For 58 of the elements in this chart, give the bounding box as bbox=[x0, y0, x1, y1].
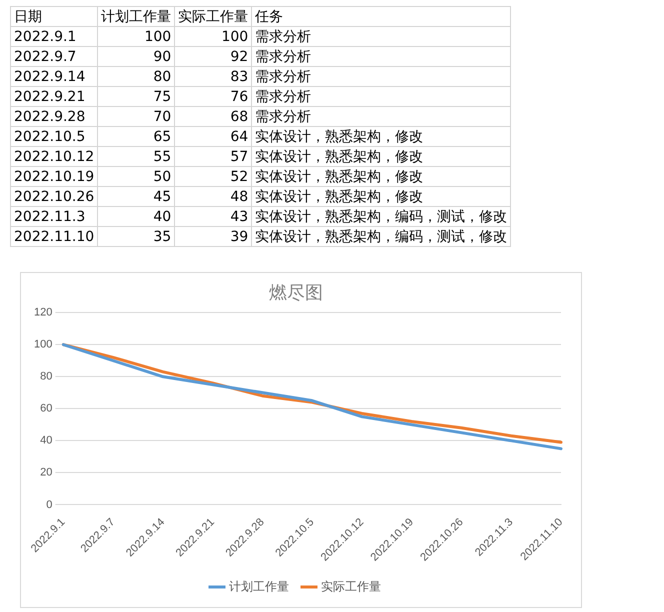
chart-title: 燃尽图 bbox=[269, 282, 323, 304]
text: 45 bbox=[98, 186, 175, 206]
text: 实体设计，熟悉架构，编码，测试，修改 bbox=[252, 206, 511, 226]
y-tick-label: 40 bbox=[40, 434, 52, 447]
y-tick-label: 60 bbox=[40, 402, 52, 415]
text: 日期 bbox=[10, 6, 98, 26]
text: 75 bbox=[98, 86, 175, 106]
text: 40 bbox=[98, 206, 175, 226]
text: 2022.9.28 bbox=[10, 106, 98, 126]
legend-label: 计划工作量 bbox=[229, 579, 289, 594]
text: 实际工作量 bbox=[174, 6, 252, 26]
text: 需求分析 bbox=[252, 106, 511, 126]
text: 需求分析 bbox=[252, 46, 511, 66]
text: 100 bbox=[98, 26, 175, 46]
text: 实体设计，熟悉架构，编码，测试，修改 bbox=[252, 226, 511, 246]
text: 55 bbox=[98, 146, 175, 166]
text: 90 bbox=[98, 46, 175, 66]
text: 2022.9.21 bbox=[10, 86, 98, 106]
y-tick-label: 120 bbox=[34, 306, 52, 319]
text: 2022.10.19 bbox=[10, 166, 98, 186]
text: 需求分析 bbox=[252, 66, 511, 86]
text: 2022.9.1 bbox=[10, 26, 98, 46]
text: 2022.10.12 bbox=[10, 146, 98, 166]
legend-label: 实际工作量 bbox=[321, 579, 381, 594]
text: 76 bbox=[174, 86, 252, 106]
text: 实体设计，熟悉架构，修改 bbox=[252, 126, 511, 146]
text: 83 bbox=[174, 66, 252, 86]
text: 计划工作量 bbox=[98, 6, 175, 26]
text: 需求分析 bbox=[252, 26, 511, 46]
text: 57 bbox=[174, 146, 252, 166]
text: 2022.9.7 bbox=[10, 46, 98, 66]
text: 2022.10.5 bbox=[10, 126, 98, 146]
text: 2022.11.3 bbox=[10, 206, 98, 226]
y-tick-label: 20 bbox=[40, 466, 52, 479]
text: 65 bbox=[98, 126, 175, 146]
text: 2022.9.14 bbox=[10, 66, 98, 86]
y-tick-label: 80 bbox=[40, 370, 52, 383]
text: 39 bbox=[174, 226, 252, 246]
text: 100 bbox=[174, 26, 252, 46]
text: 任务 bbox=[252, 6, 511, 26]
text: 92 bbox=[174, 46, 252, 66]
text: 52 bbox=[174, 166, 252, 186]
text: 43 bbox=[174, 206, 252, 226]
text: 实体设计，熟悉架构，修改 bbox=[252, 146, 511, 166]
text: 2022.10.26 bbox=[10, 186, 98, 206]
text: 70 bbox=[98, 106, 175, 126]
text: 64 bbox=[174, 126, 252, 146]
y-tick-label: 100 bbox=[34, 338, 52, 351]
text: 68 bbox=[174, 106, 252, 126]
text: 需求分析 bbox=[252, 86, 511, 106]
text: 实体设计，熟悉架构，修改 bbox=[252, 166, 511, 186]
text: 2022.11.10 bbox=[10, 226, 98, 246]
text: 80 bbox=[98, 66, 175, 86]
y-tick-label: 0 bbox=[46, 498, 52, 511]
text: 50 bbox=[98, 166, 175, 186]
text: 48 bbox=[174, 186, 252, 206]
text: 实体设计，熟悉架构，修改 bbox=[252, 186, 511, 206]
text: 35 bbox=[98, 226, 175, 246]
